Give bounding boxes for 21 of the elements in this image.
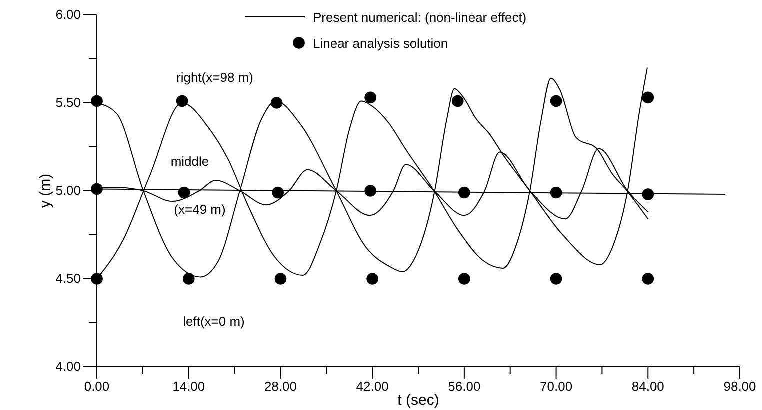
x-tick-label: 70.00	[540, 379, 573, 394]
annotation: left(x=0 m)	[183, 314, 245, 329]
x-tick-label: 56.00	[448, 379, 481, 394]
x-tick-label: 42.00	[356, 379, 389, 394]
y-tick-label: 4.00	[56, 359, 81, 374]
x-tick-label: 98.00	[724, 379, 756, 394]
x-axis-title: t (sec)	[398, 392, 440, 409]
x-tick-label: 0.00	[84, 379, 110, 394]
x-tick-label: 28.00	[264, 379, 297, 394]
y-tick-label: 5.50	[56, 95, 81, 110]
annotation: middle	[170, 154, 210, 169]
legend-label: Present numerical: (non-linear effect)	[313, 10, 527, 25]
annotation: (x=49 m)	[174, 202, 226, 217]
x-tick-label: 84.00	[632, 379, 664, 394]
annotation: right(x=98 m)	[176, 70, 254, 85]
x-tick-label: 14.00	[172, 379, 206, 394]
y-tick-label: 4.50	[56, 271, 81, 286]
y-tick-label: 6.00	[56, 7, 81, 22]
y-axis-title: y (m)	[37, 174, 54, 208]
y-tick-label: 5.00	[56, 183, 81, 198]
legend-label: Linear analysis solution	[313, 36, 448, 51]
